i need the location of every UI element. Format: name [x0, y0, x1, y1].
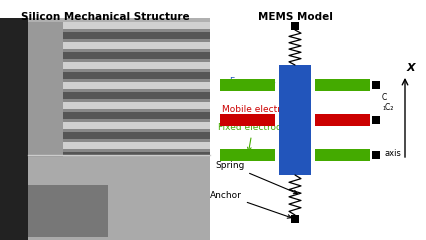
- Bar: [28, 149, 210, 152]
- Bar: [28, 142, 210, 149]
- Bar: [28, 59, 210, 62]
- Bar: [220, 114, 275, 126]
- Bar: [28, 89, 210, 92]
- Bar: [28, 92, 210, 99]
- Text: axis: axis: [384, 149, 401, 158]
- Bar: [28, 52, 210, 59]
- Bar: [279, 65, 311, 175]
- Bar: [372, 81, 380, 89]
- Bar: [315, 79, 370, 91]
- Bar: [28, 29, 210, 32]
- Bar: [28, 82, 210, 89]
- Bar: [220, 149, 275, 161]
- Text: Mobile electrode: Mobile electrode: [222, 106, 298, 119]
- Text: MEMS Model: MEMS Model: [258, 12, 332, 22]
- Bar: [28, 155, 210, 240]
- Bar: [28, 122, 210, 129]
- Bar: [28, 32, 210, 39]
- Bar: [291, 22, 299, 30]
- Bar: [28, 62, 210, 69]
- Text: ₁C₂: ₁C₂: [382, 103, 393, 112]
- Bar: [28, 69, 210, 72]
- Bar: [28, 109, 210, 112]
- Bar: [28, 129, 210, 132]
- Bar: [372, 151, 380, 159]
- Text: Silicon Mechanical Structure: Silicon Mechanical Structure: [21, 12, 189, 22]
- Bar: [315, 114, 370, 126]
- Bar: [28, 42, 210, 49]
- Bar: [28, 139, 210, 142]
- Bar: [28, 39, 210, 42]
- Bar: [28, 119, 210, 122]
- Bar: [28, 132, 210, 139]
- Bar: [0, 18, 28, 240]
- Bar: [0, 18, 210, 240]
- Bar: [372, 116, 380, 124]
- Bar: [28, 99, 210, 102]
- Bar: [28, 72, 210, 79]
- Bar: [28, 112, 210, 119]
- Bar: [28, 102, 210, 109]
- Bar: [28, 22, 210, 29]
- Text: X: X: [407, 63, 416, 73]
- Text: Anchor: Anchor: [210, 191, 291, 218]
- Bar: [291, 215, 299, 223]
- Bar: [28, 152, 210, 159]
- Bar: [220, 79, 275, 91]
- Text: Spring: Spring: [215, 161, 297, 194]
- Text: C: C: [382, 93, 387, 102]
- Bar: [28, 49, 210, 52]
- Bar: [315, 149, 370, 161]
- Bar: [28, 185, 108, 237]
- Text: Free mass: Free mass: [230, 78, 276, 86]
- Text: Fixed electrode: Fixed electrode: [218, 124, 288, 151]
- Bar: [28, 22, 63, 157]
- Bar: [28, 79, 210, 82]
